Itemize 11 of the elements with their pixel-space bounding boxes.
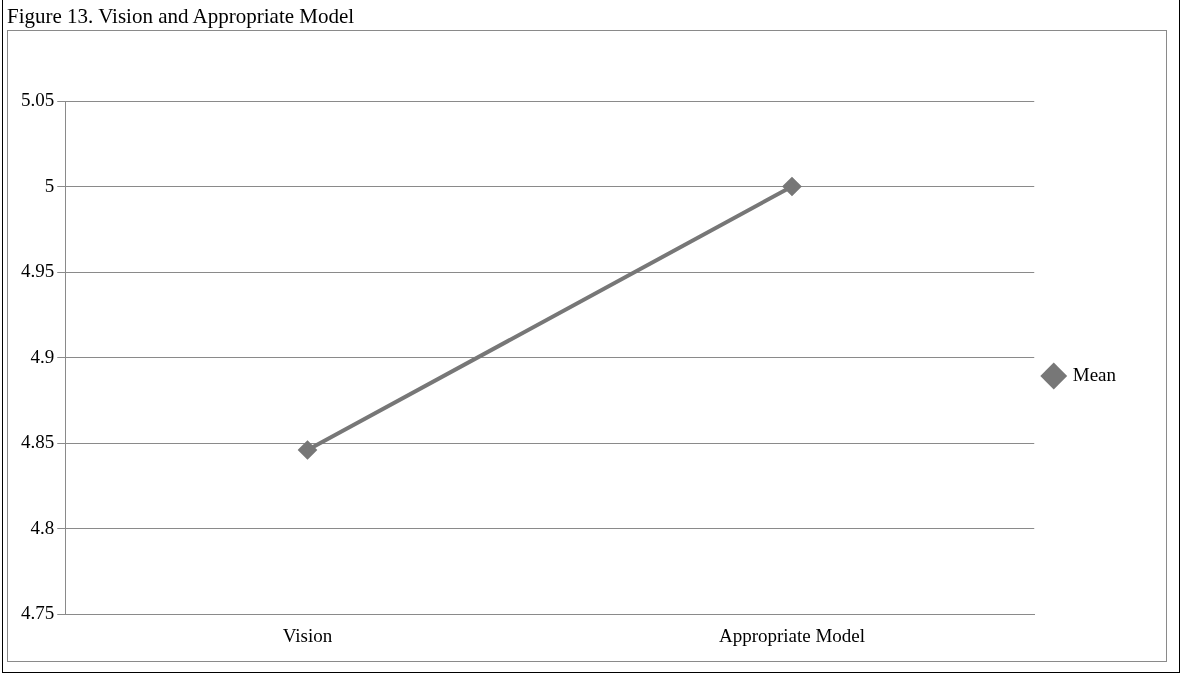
y-tick-label: 5.05 — [21, 88, 55, 110]
chart-title: Figure 13. Vision and Appropriate Model — [7, 4, 355, 29]
y-tick-label: 4.75 — [21, 602, 55, 624]
y-tick-label: 4.8 — [30, 516, 55, 538]
x-tick-label: Vision — [282, 624, 333, 646]
y-tick-label: 4.85 — [21, 431, 55, 453]
y-tick-label: 4.9 — [30, 345, 55, 367]
y-tick-label: 4.95 — [21, 260, 55, 282]
legend-label: Mean — [1072, 363, 1117, 385]
x-tick-label: Appropriate Model — [718, 624, 866, 646]
y-tick-label: 5 — [44, 174, 55, 196]
